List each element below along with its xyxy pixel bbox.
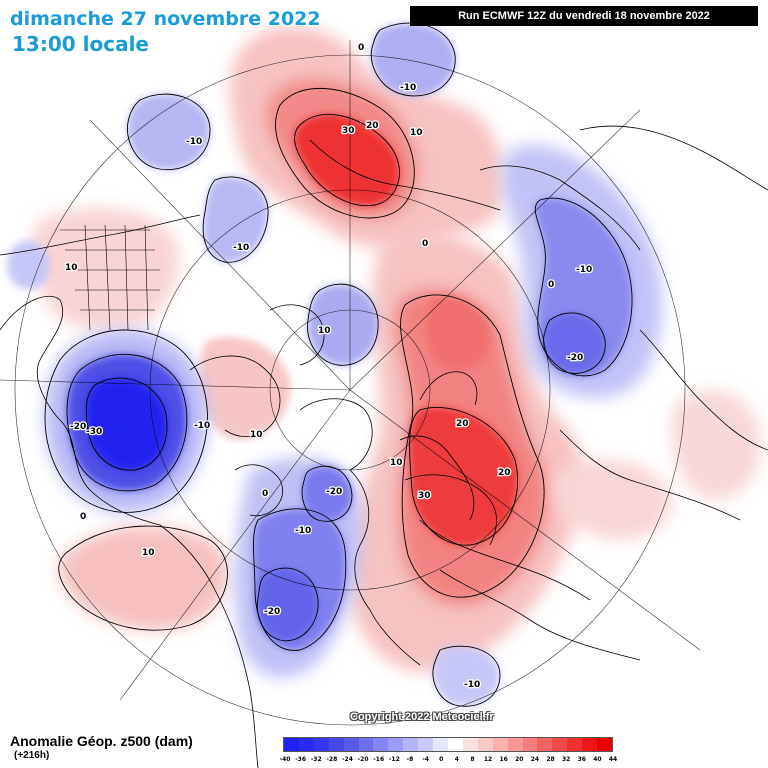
contour-label: 0 (358, 43, 364, 53)
contour-label: 20 (498, 468, 511, 478)
legend-swatch (582, 738, 598, 751)
graticule (0, 40, 701, 726)
contour-lines (44, 22, 633, 707)
contour-label: 20 (366, 121, 379, 131)
legend-labels: -40 -36 -32 -28 -24 -20 -16 -12 -8 -4 0 4 8 12 16 20 24 2… (279, 756, 619, 766)
legend-swatch (358, 738, 374, 751)
legend-label: -4 (422, 756, 429, 763)
contour-label: -10 (295, 526, 311, 536)
contour-label: 0 (422, 239, 428, 249)
legend-label: 4 (454, 756, 459, 763)
contour-label: -20 (567, 353, 583, 363)
legend-label: -8 (406, 756, 414, 763)
legend-label: -16 (373, 756, 385, 763)
legend-label: -28 (326, 756, 338, 763)
legend-swatch (373, 738, 389, 751)
legend-label: 32 (561, 756, 571, 763)
legend-label: -24 (342, 756, 353, 763)
contour-label: 10 (390, 458, 403, 468)
legend-label: -20 (357, 756, 369, 763)
legend-label: 40 (593, 756, 602, 763)
legend-label: 28 (546, 756, 555, 763)
legend-label: 20 (515, 756, 524, 763)
legend-swatch (343, 738, 359, 751)
contour-label: -10 (400, 83, 416, 93)
legend-label: -12 (388, 756, 400, 763)
legend-swatch (477, 738, 493, 751)
contour-label: -20 (264, 607, 280, 617)
legend-label: 12 (483, 756, 493, 763)
contour-label: 10 (65, 263, 78, 273)
legend-swatch (507, 738, 523, 751)
run-info-banner: Run ECMWF 12Z du vendredi 18 novembre 20… (410, 6, 758, 26)
contour-label: 30 (342, 126, 355, 136)
map-title: Anomalie Géop. z500 (dam) (10, 733, 193, 749)
contour-label: -10 (576, 265, 592, 275)
legend-label: 0 (439, 756, 444, 763)
legend-label: -36 (295, 756, 307, 763)
color-legend (283, 737, 613, 752)
legend-swatch (313, 738, 329, 751)
legend-label: 36 (577, 756, 586, 763)
legend-swatch (328, 738, 344, 751)
legend-swatch (597, 738, 612, 751)
legend-label: 44 (608, 756, 618, 763)
contour-label: -20 (70, 422, 86, 432)
contour-label: 0 (548, 280, 554, 290)
legend-swatch (298, 738, 314, 751)
legend-label: 8 (470, 756, 475, 763)
contour-label: 0 (80, 512, 86, 522)
contour-label: 10 (250, 430, 263, 440)
lead-time: (+216h) (14, 750, 50, 761)
legend-swatch (403, 738, 419, 751)
legend-swatch (284, 738, 299, 751)
contour-label: 20 (456, 419, 469, 429)
contour-label: -30 (86, 427, 102, 437)
contour-label: 10 (142, 548, 155, 558)
contour-label: 10 (410, 128, 423, 138)
north-america-grid (60, 224, 160, 331)
local-time: 13:00 locale (12, 32, 149, 56)
contour-label: -10 (194, 421, 210, 431)
contour-label: -10 (186, 137, 202, 147)
legend-label: 16 (499, 756, 508, 763)
legend-swatch (418, 738, 434, 751)
legend-swatch (388, 738, 404, 751)
legend-swatch (462, 738, 478, 751)
forecast-date: dimanche 27 novembre 2022 (10, 8, 321, 30)
contour-label: 0 (262, 489, 268, 499)
legend-swatch (447, 738, 463, 751)
contour-label: 10 (318, 326, 331, 336)
contour-label: 30 (418, 491, 431, 501)
legend-swatch (522, 738, 538, 751)
legend-swatch (433, 738, 448, 751)
legend-swatch (567, 738, 583, 751)
contour-label: -20 (326, 487, 342, 497)
contour-label: -10 (464, 680, 480, 690)
coastlines (0, 125, 768, 768)
legend-swatch (552, 738, 568, 751)
copyright: Copyright 2022 Meteociel.fr (350, 711, 494, 723)
legend-label: 24 (530, 756, 540, 763)
contour-label: -10 (233, 243, 249, 253)
legend-swatch (537, 738, 553, 751)
contour-labels: 0 -10 30 20 10 -10 -10 10 0 -10 -20 10 0… (64, 42, 594, 692)
legend-label: -40 (279, 756, 291, 763)
legend-swatch (492, 738, 508, 751)
negative-anomaly-areas (7, 23, 663, 707)
legend-label: -32 (310, 756, 322, 763)
